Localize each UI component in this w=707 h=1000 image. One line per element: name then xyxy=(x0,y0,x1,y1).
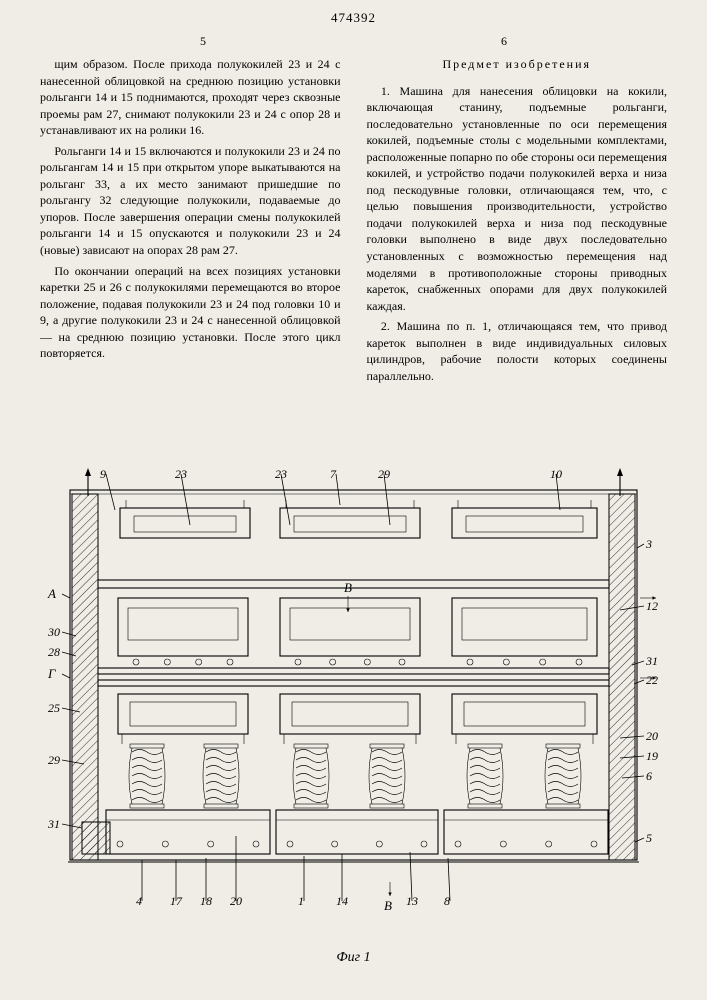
svg-text:A: A xyxy=(47,586,56,601)
left-p1: щим образом. После прихода полукокилей 2… xyxy=(40,56,341,139)
svg-text:28: 28 xyxy=(48,645,60,659)
left-p3: По окончании операций на всех позициях у… xyxy=(40,263,341,362)
left-p2: Рольганги 14 и 15 включаются и полукокил… xyxy=(40,143,341,259)
svg-text:5: 5 xyxy=(646,831,652,845)
svg-text:17: 17 xyxy=(170,894,183,908)
svg-text:12: 12 xyxy=(646,599,658,613)
svg-text:В: В xyxy=(344,580,352,595)
svg-text:18: 18 xyxy=(200,894,212,908)
svg-text:3: 3 xyxy=(645,537,652,551)
right-p1: 1. Машина для нанесения облицовки на кок… xyxy=(367,83,668,315)
page-number-left: 5 xyxy=(200,34,206,49)
svg-text:20: 20 xyxy=(230,894,242,908)
svg-text:В: В xyxy=(384,898,392,913)
svg-text:20: 20 xyxy=(646,729,658,743)
svg-text:23: 23 xyxy=(275,467,287,481)
left-column: щим образом. После прихода полукокилей 2… xyxy=(40,56,341,388)
svg-text:29: 29 xyxy=(378,467,390,481)
svg-text:29: 29 xyxy=(48,753,60,767)
svg-text:31: 31 xyxy=(645,654,658,668)
svg-text:7: 7 xyxy=(330,467,337,481)
svg-text:19: 19 xyxy=(646,749,658,763)
subject-heading: Предмет изобретения xyxy=(367,56,668,73)
svg-text:31: 31 xyxy=(47,817,60,831)
svg-text:25: 25 xyxy=(48,701,60,715)
svg-text:10: 10 xyxy=(550,467,562,481)
doc-number: 474392 xyxy=(0,10,707,26)
svg-text:Г: Г xyxy=(47,666,56,681)
svg-text:22: 22 xyxy=(646,673,658,687)
svg-text:4: 4 xyxy=(136,894,142,908)
svg-text:30: 30 xyxy=(47,625,60,639)
svg-text:1: 1 xyxy=(298,894,304,908)
svg-text:8: 8 xyxy=(444,894,450,908)
text-columns: щим образом. После прихода полукокилей 2… xyxy=(40,56,667,388)
page-number-right: 6 xyxy=(501,34,507,49)
svg-text:9: 9 xyxy=(100,467,106,481)
right-p2: 2. Машина по п. 1, отличающаяся тем, что… xyxy=(367,318,668,384)
figure-label: Фиг 1 xyxy=(40,950,667,966)
svg-text:13: 13 xyxy=(406,894,418,908)
svg-text:23: 23 xyxy=(175,467,187,481)
right-column: Предмет изобретения 1. Машина для нанесе… xyxy=(367,56,668,388)
figure-1: 9 23 23 7 29 10 4 17 18 20 1 14 13 8 3 12 31 22 20 19 6 5 A 30 2… xyxy=(40,450,667,970)
svg-text:14: 14 xyxy=(336,894,348,908)
svg-text:6: 6 xyxy=(646,769,652,783)
